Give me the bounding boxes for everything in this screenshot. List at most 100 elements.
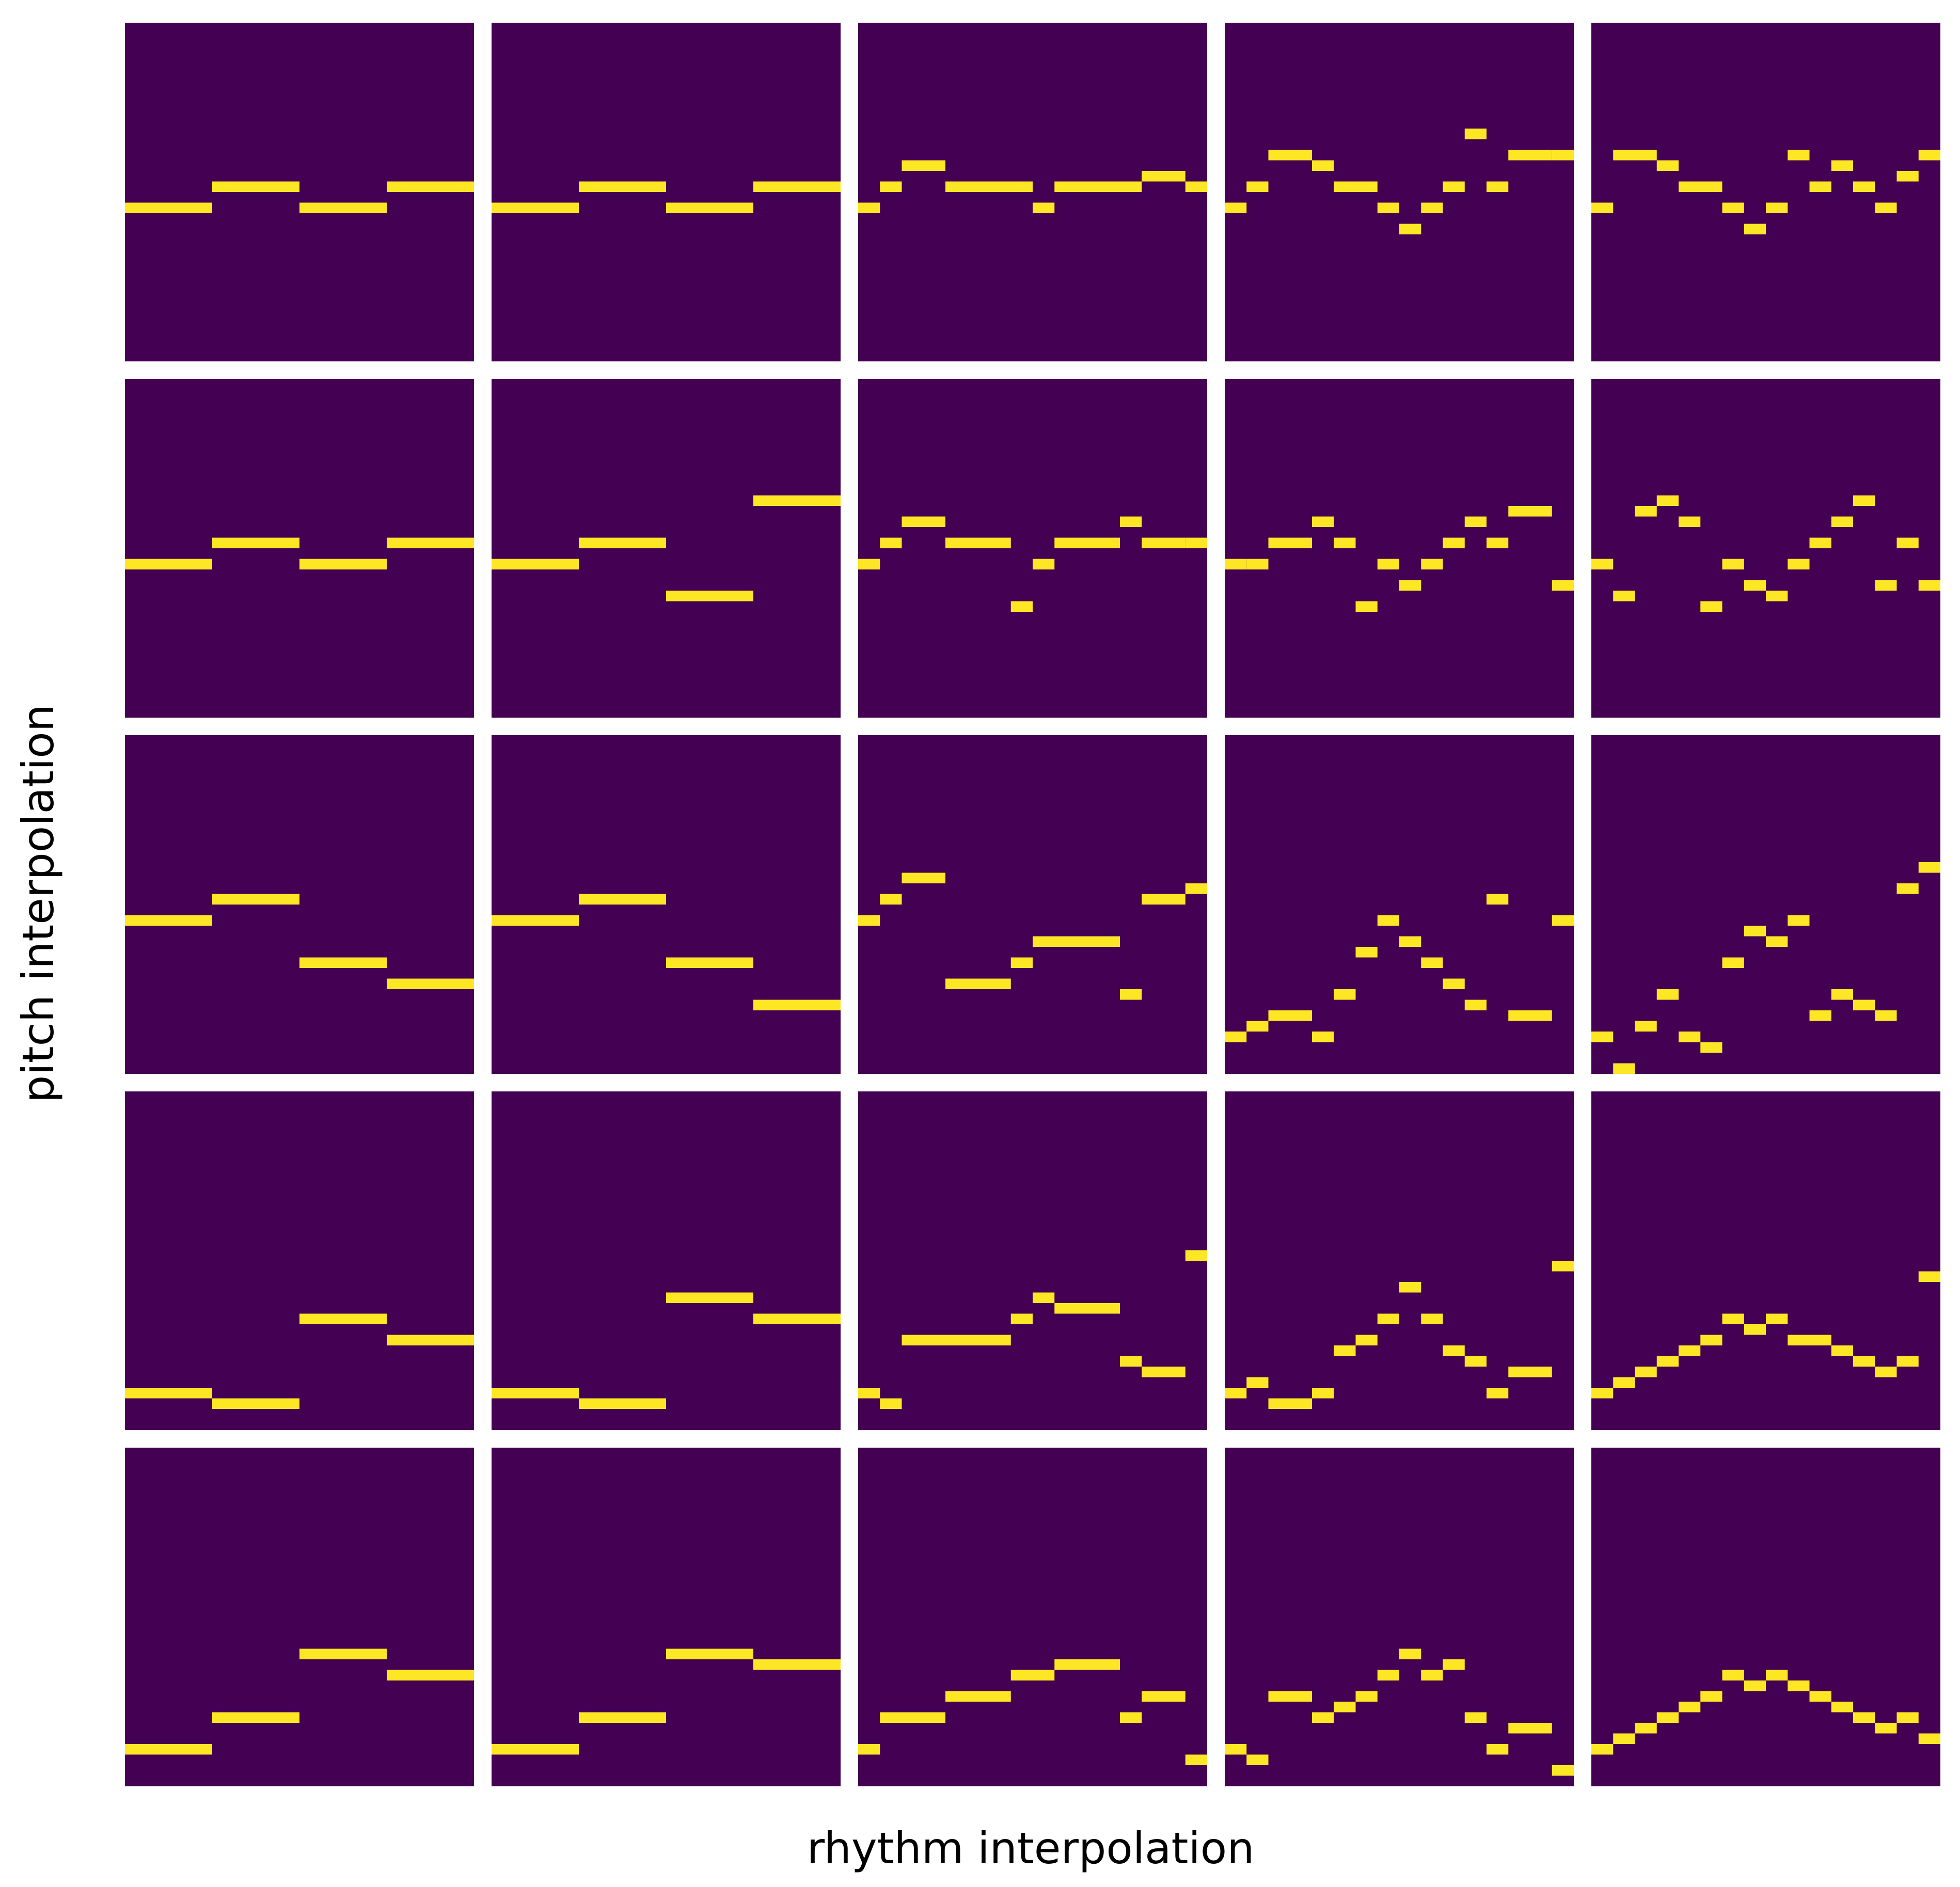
note [1875,1367,1897,1377]
panel [1591,379,1940,718]
note [1399,1282,1421,1293]
note [125,1744,212,1755]
note [1142,171,1186,182]
note [1120,181,1142,192]
note [1334,181,1356,192]
note [1268,1691,1312,1702]
note [858,202,880,213]
note [1033,559,1055,569]
note [902,1712,945,1723]
note [1788,559,1810,569]
note [1591,1032,1614,1042]
panel [1591,1091,1940,1430]
note [1722,202,1744,213]
note [1552,1261,1574,1272]
note [1788,150,1810,161]
note [1896,537,1919,548]
note [1487,181,1509,192]
note [1443,978,1465,989]
note [492,202,579,213]
note [1377,202,1399,213]
note [1722,1670,1744,1680]
note [1268,1010,1312,1021]
note [1853,1356,1875,1367]
note [1268,150,1312,161]
note [666,1648,753,1659]
note [387,1670,474,1680]
note [858,559,880,569]
note [212,1398,299,1409]
note [1552,1765,1574,1776]
note [1225,1388,1247,1399]
note [1355,947,1378,958]
note [387,181,474,192]
note [387,978,474,989]
note [1788,1680,1810,1691]
note [579,537,666,548]
note [1613,150,1635,161]
panel [1225,23,1574,361]
note [1591,202,1614,213]
note [666,1292,753,1303]
note [1831,989,1853,1000]
note [1421,559,1443,569]
note [945,181,1033,192]
note [1355,601,1378,612]
note [1487,537,1509,548]
note [1875,1010,1897,1021]
note [1809,1335,1831,1345]
note [666,591,753,601]
note [1679,1702,1701,1712]
note [125,559,212,569]
note [1421,202,1443,213]
note [579,894,666,905]
note [1487,1388,1509,1399]
note [1635,506,1657,517]
note [1225,202,1247,213]
note [1809,537,1831,548]
note [1225,1744,1247,1755]
note [1443,537,1465,548]
note [1722,1313,1744,1324]
panel [125,1448,474,1786]
note [1185,537,1207,548]
note [492,1388,579,1399]
y-axis-label: pitch interpolation [13,704,64,1103]
note [1443,181,1465,192]
note [1246,1754,1269,1765]
note [1766,1670,1788,1680]
note [1142,1367,1186,1377]
note [1552,580,1574,591]
note [1508,1010,1552,1021]
note [125,1388,212,1399]
note [880,537,902,548]
note [1312,516,1334,527]
note [1679,516,1701,527]
note [1268,1398,1312,1409]
note [1853,1000,1875,1010]
note [1268,537,1312,548]
note [1120,1712,1142,1723]
note [880,1398,902,1409]
note [1010,601,1033,612]
note [1656,1712,1679,1723]
note [1875,580,1897,591]
note [579,1398,666,1409]
note [1635,1723,1657,1734]
note [1508,150,1552,161]
panel [858,1091,1207,1430]
note [753,181,841,192]
note [1635,150,1657,161]
note [1613,1063,1635,1074]
note [1355,1335,1378,1345]
note [1788,1335,1810,1345]
note [299,559,387,569]
note [1918,1271,1940,1282]
panel [1591,23,1940,361]
note [1054,1303,1120,1314]
note [1853,495,1875,506]
note [1010,1313,1033,1324]
note [1421,1670,1443,1680]
note [1896,883,1919,894]
note [1464,129,1487,139]
